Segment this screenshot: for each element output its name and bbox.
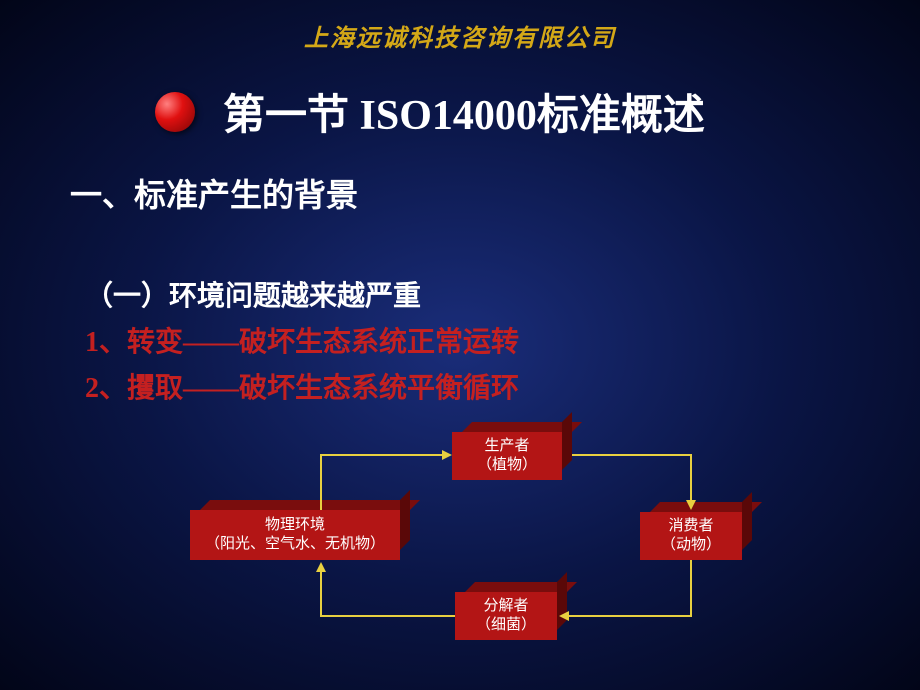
node-sublabel: （动物） (661, 536, 721, 556)
arrow-line (320, 454, 322, 510)
node-label: 物理环境 (265, 516, 325, 536)
title-row: 第一节 ISO14000标准概述 (0, 81, 920, 142)
node-label: 消费者 (668, 517, 713, 537)
node-sublabel: （阳光、空气水、无机物） (205, 535, 385, 555)
arrow-line (569, 615, 692, 617)
arrow-head-icon (559, 611, 569, 621)
node-sublabel: （植物） (477, 456, 537, 476)
ecosystem-diagram: 物理环境 （阳光、空气水、无机物） 生产者 （植物） 消费者 （动物） 分解者 … (190, 432, 770, 662)
arrow-line (320, 615, 455, 617)
node-label: 生产者 (484, 437, 529, 457)
section-heading-1: 一、标准产生的背景 (70, 170, 920, 216)
arrow-head-icon (686, 500, 696, 510)
node-sublabel: （细菌） (476, 616, 536, 636)
arrow-line (320, 572, 322, 617)
point-1: 1、转变——破坏生态系统正常运转 (85, 320, 920, 360)
subsection-heading-1-1: （一）环境问题越来越严重 (85, 274, 920, 314)
point-2: 2、攫取——破坏生态系统平衡循环 (85, 366, 920, 406)
company-header: 上海远诚科技咨询有限公司 (0, 0, 920, 53)
bullet-ball-icon (155, 92, 195, 132)
arrow-head-icon (442, 450, 452, 460)
arrow-line (572, 454, 692, 456)
arrow-line (690, 560, 692, 615)
node-label: 分解者 (483, 597, 528, 617)
arrow-line (320, 454, 442, 456)
arrow-head-icon (316, 562, 326, 572)
main-title: 第一节 ISO14000标准概述 (223, 81, 705, 142)
arrow-line (690, 454, 692, 502)
